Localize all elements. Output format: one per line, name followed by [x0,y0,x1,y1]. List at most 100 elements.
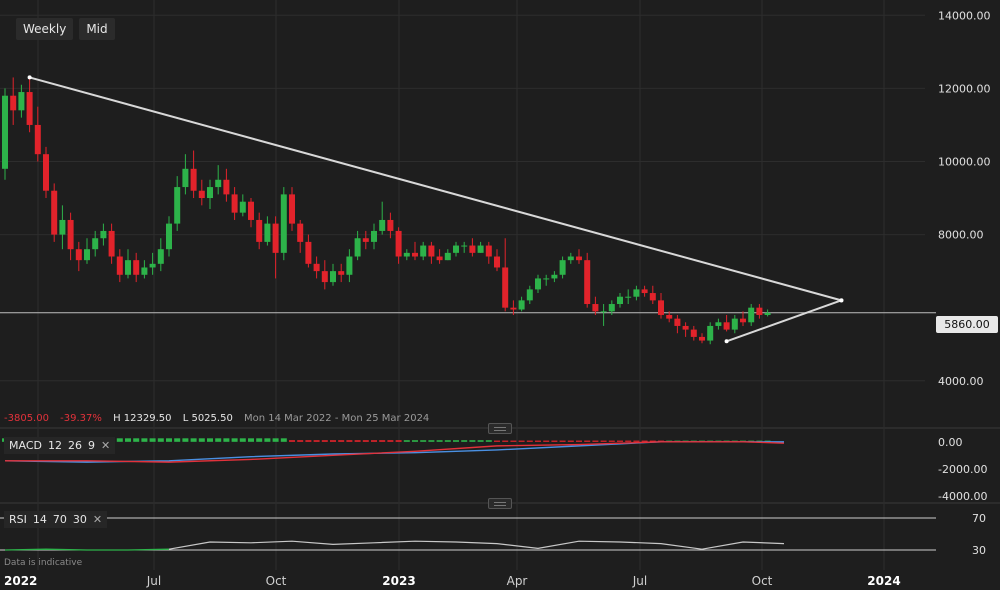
candle-up [617,296,623,305]
pane-resize-handle[interactable] [488,423,512,434]
candle-down [649,293,656,301]
macd-histogram-bar [453,440,459,442]
macd-histogram-bar [477,440,484,442]
candle-down [658,300,664,315]
close-icon[interactable]: ✕ [92,513,103,526]
close-icon[interactable]: ✕ [100,439,111,452]
macd-histogram-bar [608,440,615,442]
candle-up [535,278,541,290]
macd-histogram-bar [264,438,271,442]
candle-up [371,230,377,242]
candle-up [420,245,427,257]
macd-histogram-bar [617,440,623,442]
candle-down [740,318,746,323]
pane-resize-handle[interactable] [488,498,512,509]
macd-tick-label: 0.00 [938,436,963,449]
candle-up [518,300,525,310]
candle-up [608,304,615,312]
x-tick-label: 2022 [4,574,37,588]
macd-histogram-bar [543,440,550,442]
candle-up [379,219,386,231]
macd-histogram-bar [321,440,328,442]
candle-down [248,201,254,220]
candle-down [502,267,509,308]
weekly-button[interactable]: Weekly [16,18,74,40]
candle-up [477,245,484,253]
candle-up [764,312,771,315]
macd-histogram-bar [526,440,533,442]
change-percent: -39.37% [60,413,102,424]
candle-up [600,311,607,313]
macd-histogram-bar [510,440,517,442]
candle-down [756,307,763,315]
candle-down [190,168,197,191]
mid-button[interactable]: Mid [79,18,115,40]
candle-down [133,260,140,275]
macd-histogram-bar [551,440,558,442]
candle-up [444,252,451,261]
candle-up [280,194,287,253]
macd-histogram-bar [256,438,263,442]
candle-up [354,238,361,257]
macd-histogram-bar [633,440,640,442]
macd-histogram-bar [502,440,509,442]
candle-down [108,230,115,257]
macd-histogram-bar [174,438,181,442]
candle-up [157,249,164,264]
price-tick-label: 4000.00 [938,375,984,388]
macd-histogram-bar [461,440,468,442]
candle-up [543,278,550,280]
trendline [726,299,842,343]
candle-up [239,201,246,213]
candle-down [297,223,304,242]
macd-histogram-bar [600,440,607,442]
macd-histogram-bar [338,440,345,442]
macd-histogram-bar [412,440,418,442]
trendline-anchor [839,298,844,303]
macd-histogram-bar [297,440,304,442]
candle-down [485,245,492,257]
x-tick-label: Jul [632,574,647,588]
candle-up [707,325,714,341]
candle-down [666,314,673,319]
x-tick-label: Oct [752,574,773,588]
date-range: Mon 14 Mar 2022 - Mon 25 Mar 2024 [244,413,430,424]
macd-tick-label: -2000.00 [938,463,987,476]
macd-histogram-bar [141,438,148,442]
candle-down [699,336,705,341]
macd-histogram-bar [182,438,189,442]
candle-down [412,252,418,257]
macd-histogram-bar [641,440,648,442]
candle-down [116,256,123,275]
data-footnote: Data is indicative [4,558,83,568]
macd-histogram-bar [559,440,566,442]
x-tick-label: 2024 [867,574,900,588]
candle-down [469,245,476,253]
price-tick-label: 12000.00 [938,82,991,95]
candle-up [125,260,131,275]
macd-histogram-bar [535,440,541,442]
candle-down [305,241,312,264]
macd-histogram-bar [379,440,386,442]
candle-down [395,230,402,257]
macd-histogram-bar [330,440,336,442]
macd-histogram-bar [420,440,427,442]
candle-down [10,95,17,111]
macd-legend: MACD 12 26 9 ✕ [4,437,116,454]
candle-up [264,223,271,242]
macd-histogram-bar [576,440,582,442]
macd-histogram-bar [190,438,197,442]
candle-down [272,223,279,253]
candle-down [576,256,582,261]
macd-histogram-bar [346,440,353,442]
candle-down [289,194,295,224]
candle-up [403,252,410,257]
candle-down [34,124,41,155]
macd-histogram-bar [362,440,369,442]
trendline-anchor [27,75,32,80]
rsi-tick-label: 70 [972,512,986,525]
candle-up [166,223,172,250]
candle-down [338,271,345,275]
macd-tick-label: -4000.00 [938,490,987,503]
macd-histogram-bar [223,438,230,442]
